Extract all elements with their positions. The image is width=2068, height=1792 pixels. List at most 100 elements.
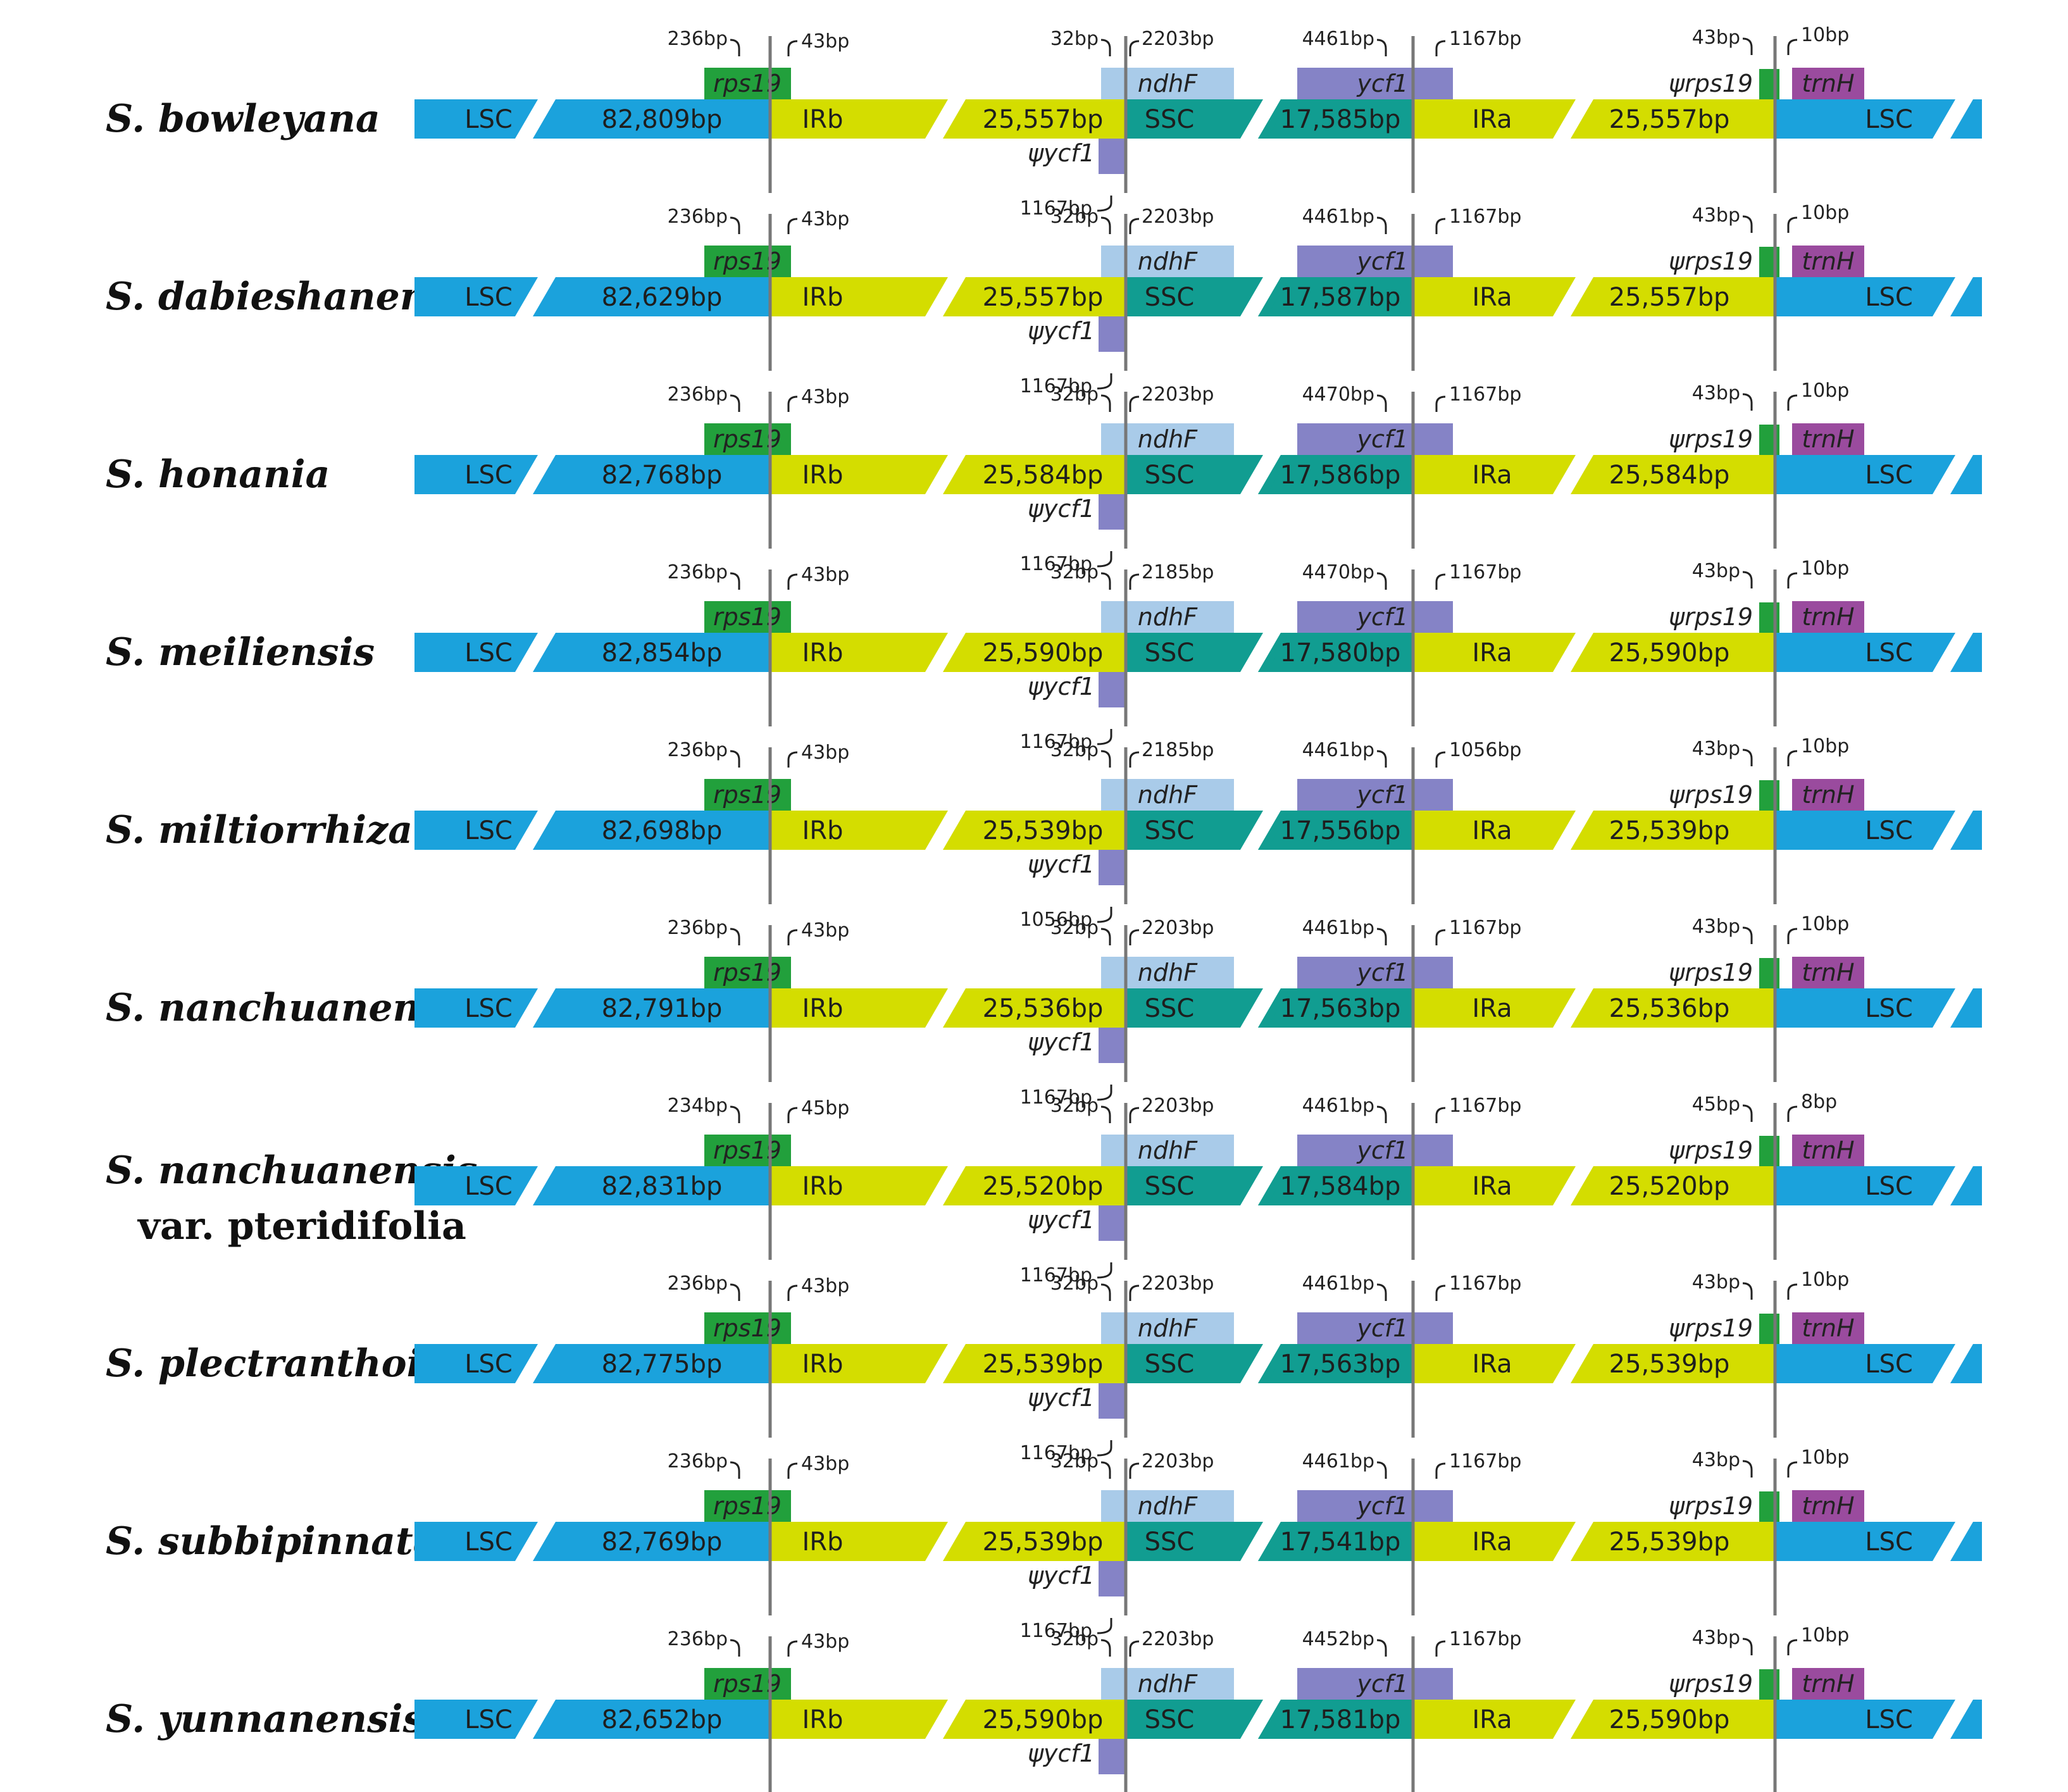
break-slash [1240,988,1281,1028]
ycf1-gene [1297,246,1453,277]
irb-length: 25,557bp [983,105,1104,134]
break-slash [1933,455,1973,494]
leader [1129,218,1140,234]
ssc-length: 17,563bp [1280,994,1401,1023]
leader [1787,1639,1798,1655]
ndhf-label: ndhF [1138,425,1198,453]
break-slash [1933,1700,1973,1739]
break-slash [1933,1344,1973,1383]
ndhf-label: ndhF [1138,959,1198,986]
lsc-length: 82,769bp [602,1528,723,1557]
ndhf-right-length: 2203bp [1142,206,1214,228]
leader [1742,749,1753,766]
leader [1376,39,1387,56]
rps19-right-length: 43bp [801,208,849,230]
ndhf-right-length: 2203bp [1142,1628,1214,1650]
psi-ycf1-label: ψycf1 [1028,1739,1095,1767]
trnh-length: 10bp [1801,24,1849,46]
psi-rps19-label: ψrps19 [1669,1492,1753,1520]
leader [1742,571,1753,588]
lsc-band [414,633,770,672]
break-slash [1240,99,1281,139]
species-name: S. yunnanensis [106,1697,424,1741]
trnh-label: trnH [1802,1136,1854,1164]
ndhf-right-length: 2185bp [1142,561,1214,583]
ndhf-label: ndhF [1138,1670,1198,1698]
irb-length: 25,590bp [983,638,1104,668]
leader [730,1461,740,1479]
leader [1097,1085,1112,1101]
leader [1100,1283,1111,1301]
leader [1129,1107,1140,1123]
break-slash-gap [1258,811,1290,850]
rps19-gene [704,1668,791,1700]
trnh-length: 10bp [1801,735,1849,757]
break-slash-gap [1258,455,1290,494]
psi-rps19-label: ψrps19 [1669,247,1753,275]
lsc-right-label: LSC [1865,1350,1913,1379]
leader [787,1462,798,1479]
trnh-label: trnH [1802,1492,1854,1520]
ira-length: 25,590bp [1609,1705,1730,1734]
ira-label: IRa [1472,105,1512,134]
lsc-length: 82,791bp [602,994,723,1023]
break-slash-gap [1258,277,1290,316]
lsc-label: LSC [464,1705,513,1734]
leader [730,928,740,945]
psi-ycf1-label: ψycf1 [1028,495,1095,523]
break-slash-gap [1258,988,1290,1028]
ndhf-label: ndhF [1138,247,1198,275]
ssc-length: 17,585bp [1280,105,1401,134]
ycf1-gene [1297,601,1453,633]
leader [787,573,798,590]
ira-band [1413,1700,1775,1739]
psi-rps19-length: 43bp [1692,204,1740,227]
ssc-length: 17,584bp [1280,1172,1401,1201]
species-name-variety: var. pteridifolia [137,1204,466,1248]
ycf1-gene [1297,1312,1453,1344]
irb-label: IRb [802,994,844,1023]
ndhf-gene [1101,1135,1234,1166]
break-slash [1933,988,1973,1028]
break-slash [515,1344,556,1383]
trnh-gene [1792,779,1864,811]
psi-ycf1-label: ψycf1 [1028,1384,1095,1412]
lsc-band [414,1522,770,1561]
ssc-length: 17,563bp [1280,1350,1401,1379]
ycf1-left-length: 4452bp [1302,1628,1374,1650]
psi-ycf1-gene [1099,1028,1126,1063]
irb-label: IRb [802,638,844,668]
ndhf-left-length: 32bp [1050,28,1099,50]
lsc-length: 82,854bp [602,638,723,668]
leader [1129,751,1140,768]
lsc-length: 82,775bp [602,1350,723,1379]
leader [1435,1107,1446,1123]
ssc-label: SSC [1145,638,1195,668]
break-slash [1553,811,1593,850]
ndhf-label: ndhF [1138,781,1198,809]
ycf1-label: ycf1 [1357,1136,1409,1164]
ira-length: 25,536bp [1609,994,1730,1023]
leader [730,750,740,768]
ycf1-right-length: 1167bp [1449,917,1521,939]
break-slash [1553,1166,1593,1205]
psi-rps19-label: ψrps19 [1669,1314,1753,1342]
ssc-label: SSC [1145,816,1195,845]
lsc-length: 82,652bp [602,1705,723,1734]
ssc-label: SSC [1145,1172,1195,1201]
trnh-label: trnH [1802,1314,1854,1342]
leader [1097,196,1112,212]
break-slash [1240,1522,1281,1561]
trnh-gene [1792,423,1864,455]
psi-ycf1-length: 1167bp [1020,731,1092,753]
ndhf-right-length: 2203bp [1142,1450,1214,1472]
ira-length: 25,539bp [1609,816,1730,845]
leader [1742,37,1753,55]
psi-ycf1-label: ψycf1 [1028,139,1095,167]
rps19-left-length: 236bp [668,561,728,583]
ira-label: IRa [1472,461,1512,490]
lsc-right-label: LSC [1865,1172,1913,1201]
psi-ycf1-gene [1099,1561,1126,1596]
species-name: S. subbipinnata [106,1519,438,1564]
